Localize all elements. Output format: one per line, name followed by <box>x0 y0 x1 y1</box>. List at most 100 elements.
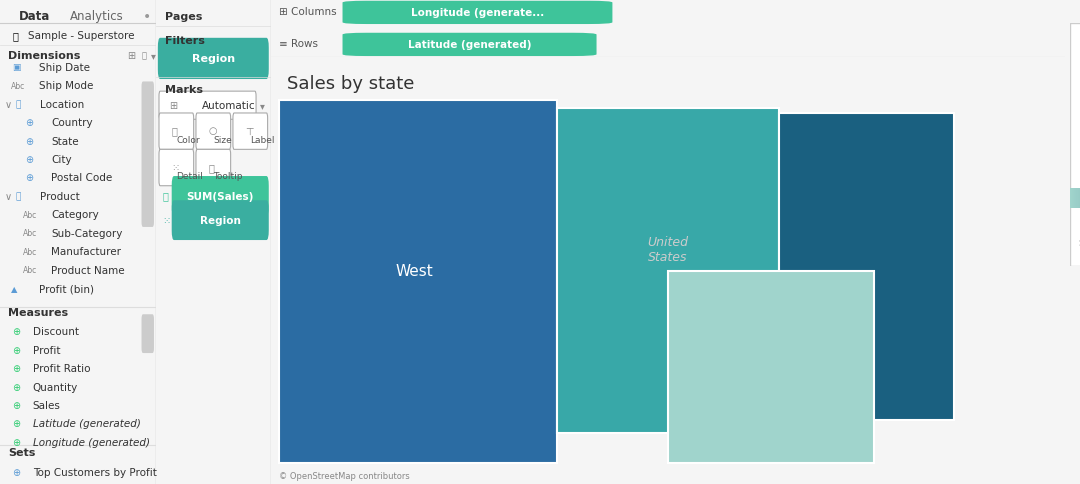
Text: ⊕: ⊕ <box>13 327 21 336</box>
Text: ⊕: ⊕ <box>25 136 33 146</box>
Text: ⊕: ⊕ <box>25 173 33 183</box>
Text: Profit (bin): Profit (bin) <box>39 284 94 293</box>
Text: ≡ Rows: ≡ Rows <box>279 39 318 48</box>
FancyBboxPatch shape <box>159 114 193 150</box>
Text: $391,722: $391,722 <box>1078 237 1080 247</box>
Text: Product Name: Product Name <box>52 265 125 275</box>
Text: Automatic: Automatic <box>202 101 255 111</box>
Text: Label: Label <box>251 136 274 144</box>
FancyBboxPatch shape <box>1070 24 1080 266</box>
Text: ⊕: ⊕ <box>13 467 21 477</box>
Text: ⁙: ⁙ <box>172 163 180 172</box>
FancyBboxPatch shape <box>159 150 193 186</box>
Text: Measures: Measures <box>8 307 68 317</box>
FancyBboxPatch shape <box>159 92 256 120</box>
Text: Size: Size <box>213 136 232 144</box>
Text: Abc: Abc <box>24 266 38 274</box>
Text: ▾: ▾ <box>151 51 156 60</box>
FancyBboxPatch shape <box>342 2 612 25</box>
Text: ⊕: ⊕ <box>13 345 21 355</box>
Text: Color: Color <box>176 136 200 144</box>
Text: Postal Code: Postal Code <box>52 173 112 183</box>
Text: Sets: Sets <box>8 448 36 457</box>
Text: West: West <box>395 264 433 278</box>
Text: Detail: Detail <box>176 172 203 181</box>
Text: Profit Ratio: Profit Ratio <box>32 363 90 373</box>
Text: ⬛: ⬛ <box>162 191 168 201</box>
Text: City: City <box>52 155 72 165</box>
Text: ○: ○ <box>208 126 217 136</box>
FancyBboxPatch shape <box>233 114 268 150</box>
Text: Longitude (generated): Longitude (generated) <box>32 437 150 447</box>
Text: Profit: Profit <box>32 345 60 355</box>
FancyBboxPatch shape <box>158 39 269 80</box>
Text: Filters: Filters <box>165 36 204 46</box>
Text: ∨: ∨ <box>4 192 12 201</box>
Text: Abc: Abc <box>24 211 38 219</box>
Text: ⁙: ⁙ <box>162 215 171 225</box>
FancyBboxPatch shape <box>141 315 154 353</box>
Bar <box>667 271 875 463</box>
Text: ∨: ∨ <box>4 100 12 109</box>
Text: Category: Category <box>52 210 99 220</box>
Text: Sample - Superstore: Sample - Superstore <box>28 31 135 41</box>
Text: SUM(Sales): SUM(Sales) <box>187 192 254 201</box>
Text: 🗄: 🗄 <box>13 31 18 41</box>
Text: Analytics: Analytics <box>69 11 123 23</box>
Bar <box>779 113 954 420</box>
Text: Latitude (generated): Latitude (generated) <box>408 40 531 50</box>
Text: Country: Country <box>52 118 93 128</box>
Text: Longitude (generate...: Longitude (generate... <box>410 8 544 18</box>
Text: Sub-Category: Sub-Category <box>52 228 123 238</box>
Text: Data: Data <box>18 11 50 23</box>
Text: ⊤: ⊤ <box>245 126 254 136</box>
Text: 🗨: 🗨 <box>208 163 215 172</box>
Text: •: • <box>143 10 151 24</box>
Text: Location: Location <box>40 100 84 109</box>
Text: Manufacturer: Manufacturer <box>52 247 121 257</box>
Text: ⊕: ⊕ <box>13 382 21 392</box>
Text: Ship Mode: Ship Mode <box>39 81 93 91</box>
Text: Latitude (generated): Latitude (generated) <box>32 419 140 428</box>
Bar <box>279 101 557 463</box>
Text: ⊕: ⊕ <box>13 437 21 447</box>
Text: Region: Region <box>192 54 234 64</box>
Text: Abc: Abc <box>24 247 38 256</box>
Text: ⊕: ⊕ <box>13 363 21 373</box>
Text: 👤: 👤 <box>15 100 21 109</box>
Text: ⊞ Columns: ⊞ Columns <box>279 7 337 16</box>
FancyBboxPatch shape <box>172 201 269 241</box>
Text: Sales by state: Sales by state <box>287 75 415 93</box>
Text: ▲: ▲ <box>11 284 17 293</box>
Text: Top Customers by Profit: Top Customers by Profit <box>32 467 157 477</box>
FancyBboxPatch shape <box>141 82 154 227</box>
Text: Abc: Abc <box>11 82 25 91</box>
Text: 👤: 👤 <box>15 192 21 201</box>
Text: Sales: Sales <box>32 400 60 410</box>
FancyBboxPatch shape <box>172 177 269 216</box>
Text: Tooltip: Tooltip <box>213 172 243 181</box>
Text: Pages: Pages <box>165 12 202 22</box>
Text: Quantity: Quantity <box>32 382 78 392</box>
Text: ⊕: ⊕ <box>25 118 33 128</box>
FancyBboxPatch shape <box>342 34 596 57</box>
Text: ⊞: ⊞ <box>127 51 136 60</box>
Text: United
States: United States <box>648 236 688 264</box>
Text: Product: Product <box>40 192 80 201</box>
Text: ▾: ▾ <box>259 101 265 111</box>
Text: Marks: Marks <box>165 85 203 94</box>
Text: © OpenStreetMap contributors: © OpenStreetMap contributors <box>279 471 409 480</box>
Text: ⬛: ⬛ <box>172 126 177 136</box>
Text: ⊞: ⊞ <box>170 101 177 111</box>
Bar <box>557 109 779 433</box>
Text: Abc: Abc <box>24 229 38 238</box>
FancyBboxPatch shape <box>195 150 231 186</box>
Text: ⊕: ⊕ <box>13 400 21 410</box>
FancyBboxPatch shape <box>195 114 231 150</box>
Text: Region: Region <box>200 216 241 226</box>
Text: ▣: ▣ <box>13 63 21 72</box>
Text: Discount: Discount <box>32 327 79 336</box>
Text: ⊕: ⊕ <box>13 419 21 428</box>
Text: ⊕: ⊕ <box>25 155 33 165</box>
Text: Ship Date: Ship Date <box>39 63 90 73</box>
